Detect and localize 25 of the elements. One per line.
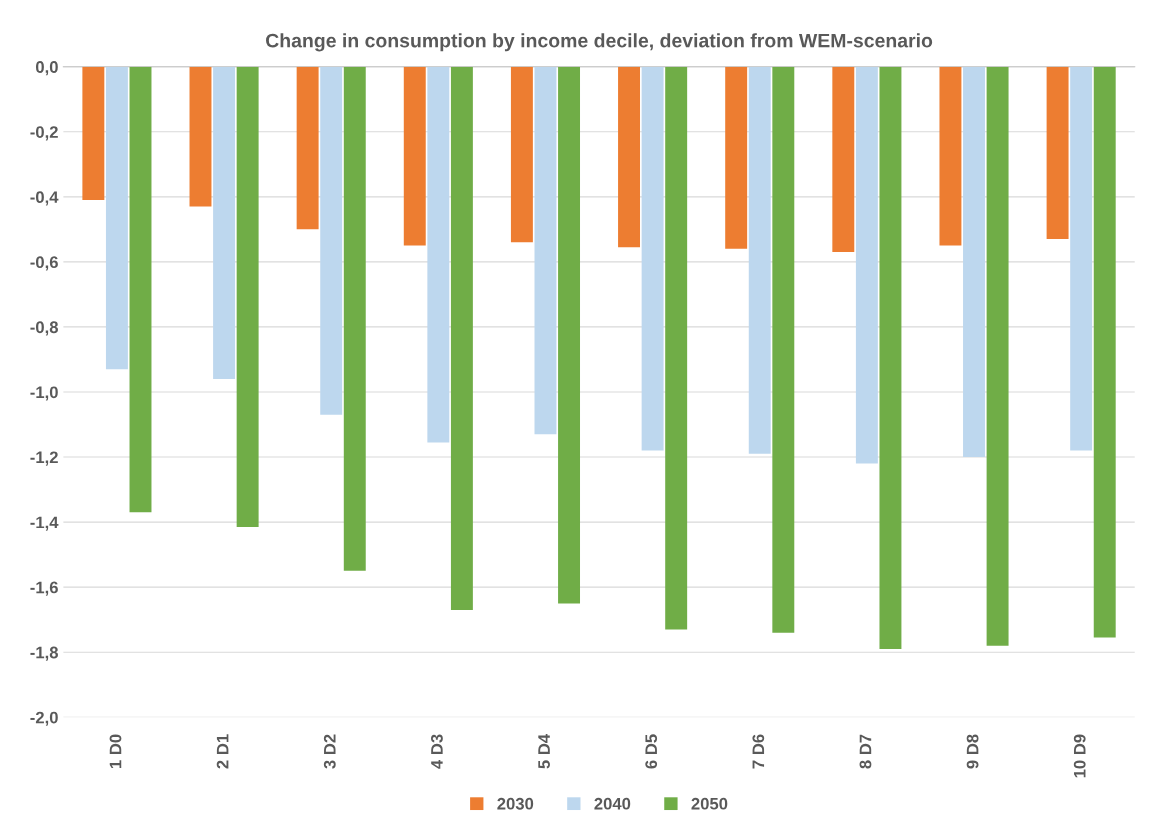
x-tick-label: 8 D7 (859, 734, 872, 769)
x-tick-label: 2 D1 (216, 734, 229, 769)
x-tick-label: 6 D5 (645, 734, 658, 769)
y-tick-label: -0,4 (30, 191, 59, 206)
x-tick-label: 3 D2 (323, 734, 336, 769)
x-tick-label: 10 D9 (1073, 734, 1086, 778)
y-tick-label: -0,8 (30, 321, 58, 336)
y-tick-label: 0,0 (35, 61, 58, 76)
legend-label: 2050 (691, 797, 728, 810)
legend-label: 2040 (594, 797, 631, 810)
chart-title: Change in consumption by income decile, deviation from WEM-scenario (266, 33, 933, 52)
x-tick-label: 1 D0 (109, 734, 122, 769)
x-tick-label: 4 D3 (431, 734, 443, 769)
x-tick-label: 5 D4 (538, 733, 550, 769)
y-tick-label: -1,4 (30, 516, 59, 531)
x-tick-label: 7 D6 (752, 734, 765, 769)
legend-label: 2030 (497, 797, 534, 810)
y-tick-label: -0,6 (30, 256, 58, 271)
y-tick-label: -1,0 (30, 386, 58, 401)
y-tick-label: -1,6 (30, 581, 58, 596)
y-tick-label: -0,2 (30, 126, 58, 141)
y-tick-label: -1,8 (30, 646, 58, 661)
y-tick-label: -1,2 (30, 451, 58, 466)
y-tick-label: -2,0 (30, 711, 58, 726)
x-tick-label: 9 D8 (966, 734, 979, 769)
